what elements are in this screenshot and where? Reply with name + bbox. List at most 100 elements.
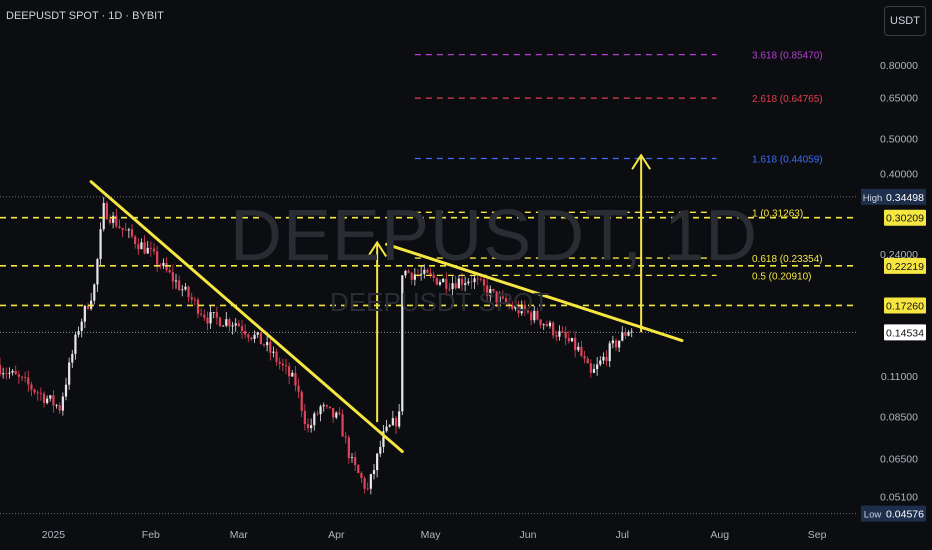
candle-body [599, 360, 602, 365]
candle-body [27, 377, 30, 385]
candle-body [357, 465, 360, 473]
candle-body [555, 335, 558, 337]
y-tick-label: 0.06500 [880, 454, 918, 466]
candle-body [382, 431, 385, 448]
y-tick-label: 0.24000 [880, 249, 918, 261]
candle-body [146, 247, 149, 254]
candle-body [495, 291, 498, 303]
candle-body [206, 317, 209, 324]
candle-body [398, 411, 401, 427]
candle-body [20, 376, 24, 378]
candle-body [388, 425, 391, 427]
candle-body [250, 337, 253, 340]
candle-body [347, 437, 350, 459]
candle-body [630, 331, 633, 333]
candle-body [168, 270, 171, 273]
y-tick-label: 0.65000 [880, 93, 918, 105]
candle-body [184, 286, 187, 290]
x-tick-label: Mar [230, 529, 249, 541]
candle-body [520, 304, 523, 314]
candle-body [360, 472, 363, 479]
candle-body [68, 362, 71, 385]
candle-body [335, 412, 338, 418]
candle-body [526, 310, 530, 313]
candle-body [310, 425, 313, 429]
candle-body [156, 251, 159, 265]
price-badge [884, 297, 926, 314]
candle-body [55, 405, 58, 406]
candle-body [297, 385, 300, 392]
candle-body [438, 282, 442, 285]
candle-body [288, 366, 291, 377]
y-tick-label: 0.50000 [880, 134, 918, 146]
fib-level-label: 0.618 (0.23354) [752, 254, 823, 265]
candle-body [262, 344, 266, 346]
candle-body [316, 413, 319, 415]
candle-body [319, 406, 322, 415]
candle-body [86, 305, 90, 309]
candle-body [442, 278, 445, 283]
candle-body [460, 278, 464, 285]
candle-body [435, 277, 438, 285]
high-badge [884, 188, 926, 205]
candle-body [451, 283, 454, 289]
candle-body [306, 424, 310, 429]
candle-body [209, 312, 212, 324]
x-tick-label: Feb [142, 529, 160, 541]
candle-body [504, 298, 508, 304]
candle-body [256, 332, 259, 335]
watermark-sub: DEEPUSDT SPOT [330, 287, 550, 317]
candle-body [341, 414, 344, 437]
candle-body [121, 227, 124, 230]
y-tick-label: 0.05100 [880, 492, 918, 504]
candles [0, 197, 633, 495]
candle-body [130, 229, 134, 237]
price-badge [884, 209, 926, 226]
candle-body [291, 372, 294, 377]
candle-body [102, 203, 105, 230]
candle-body [152, 248, 156, 252]
candle-body [592, 369, 596, 373]
drawings [89, 153, 684, 454]
candle-body [611, 340, 614, 344]
candle-body [473, 278, 476, 283]
candle-body [344, 436, 347, 438]
candle-body [561, 331, 564, 333]
candle-body [17, 374, 20, 377]
candle-body [363, 478, 366, 489]
candle-body [99, 229, 102, 260]
candle-body [564, 332, 567, 339]
fib-level-label: 1 (0.31263) [752, 208, 803, 219]
candle-body [115, 215, 118, 227]
low-badge-tag [861, 505, 884, 522]
candle-body [83, 305, 86, 322]
candle-body [467, 281, 470, 284]
x-tick-label: Aug [710, 529, 729, 541]
candle-body [322, 405, 325, 407]
candle-body [448, 288, 451, 290]
candle-body [149, 247, 152, 249]
current-price-badge [884, 324, 926, 341]
candle-body [394, 418, 398, 427]
candle-body [80, 321, 83, 332]
candle-body [42, 393, 46, 403]
candle-body [476, 278, 479, 280]
candle-body [240, 326, 244, 331]
candle-body [423, 269, 426, 274]
candle-body [605, 356, 608, 362]
candle-body [482, 279, 486, 286]
candle-body [14, 370, 17, 375]
candle-body [71, 353, 74, 363]
candle-body [64, 384, 68, 397]
currency-button[interactable]: USDT [884, 6, 926, 36]
current-price-badge-label: 0.14534 [886, 327, 924, 339]
candle-body [96, 259, 99, 285]
candle-body [580, 346, 583, 356]
candle-body [602, 356, 605, 361]
candle-body [608, 343, 611, 362]
fib-level-label: 1.618 (0.44059) [752, 155, 823, 166]
candle-body [30, 384, 33, 390]
low-badge-label: 0.04576 [886, 509, 924, 521]
candle-body [332, 408, 335, 418]
